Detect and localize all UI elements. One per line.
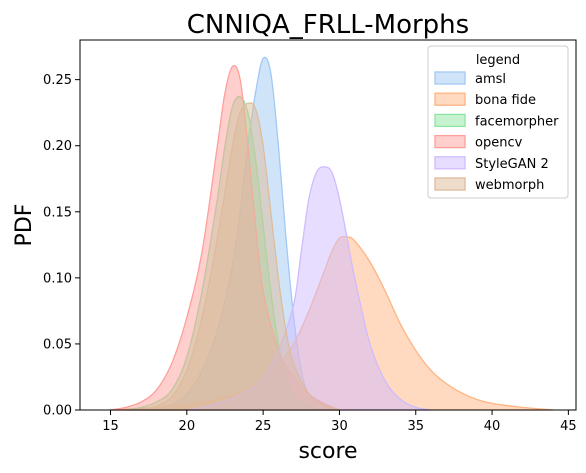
legend-swatch-webmorph: [434, 177, 466, 191]
legend-swatch-stylegan-2: [434, 156, 466, 170]
legend-items: amsl bona fide facemorpher opencv StyleGAN 2…: [434, 71, 559, 193]
x-tick-label: 20: [179, 419, 196, 434]
density-area-webmorph: [140, 102, 340, 411]
chart-title: CNNIQA_FRLL-Morphs: [187, 10, 469, 40]
y-tick-label: 0.00: [43, 404, 72, 419]
density-areas: [110, 56, 554, 411]
plot-frame: [79, 39, 577, 411]
x-axis: 15 20 25 30 35 40 45: [102, 410, 577, 434]
legend-label-bona-fide: bona fide: [475, 93, 536, 108]
legend-label-opencv: opencv: [475, 136, 523, 151]
legend-swatch-bona-fide: [434, 92, 466, 106]
y-axis-label: PDF: [12, 204, 37, 247]
legend-swatch-amsl: [434, 71, 466, 85]
y-axis: 0.00 0.05 0.10 0.15 0.20 0.25: [43, 73, 80, 419]
legend-label-amsl: amsl: [475, 72, 506, 87]
legend-label-stylegan-2: StyleGAN 2: [475, 157, 549, 172]
y-tick-label: 0.25: [43, 73, 72, 88]
y-tick-label: 0.20: [43, 139, 72, 154]
x-tick-label: 35: [407, 419, 424, 434]
legend-swatch-facemorpher: [434, 113, 466, 128]
legend-title: legend: [476, 53, 520, 68]
x-tick-label: 45: [560, 419, 577, 434]
x-tick-label: 15: [102, 419, 119, 434]
x-tick-label: 40: [484, 419, 501, 434]
y-tick-label: 0.15: [43, 205, 72, 220]
legend-label-facemorpher: facemorpher: [475, 114, 559, 129]
x-axis-label: score: [298, 439, 357, 464]
legend-label-webmorph: webmorph: [475, 178, 544, 193]
y-tick-label: 0.10: [43, 271, 72, 286]
x-tick-label: 30: [331, 419, 348, 434]
legend-swatch-opencv: [434, 134, 466, 149]
x-tick-label: 25: [255, 419, 272, 434]
legend: legend amsl bona fide facemorpher opencv Sty…: [427, 45, 569, 199]
y-tick-label: 0.05: [43, 337, 72, 352]
